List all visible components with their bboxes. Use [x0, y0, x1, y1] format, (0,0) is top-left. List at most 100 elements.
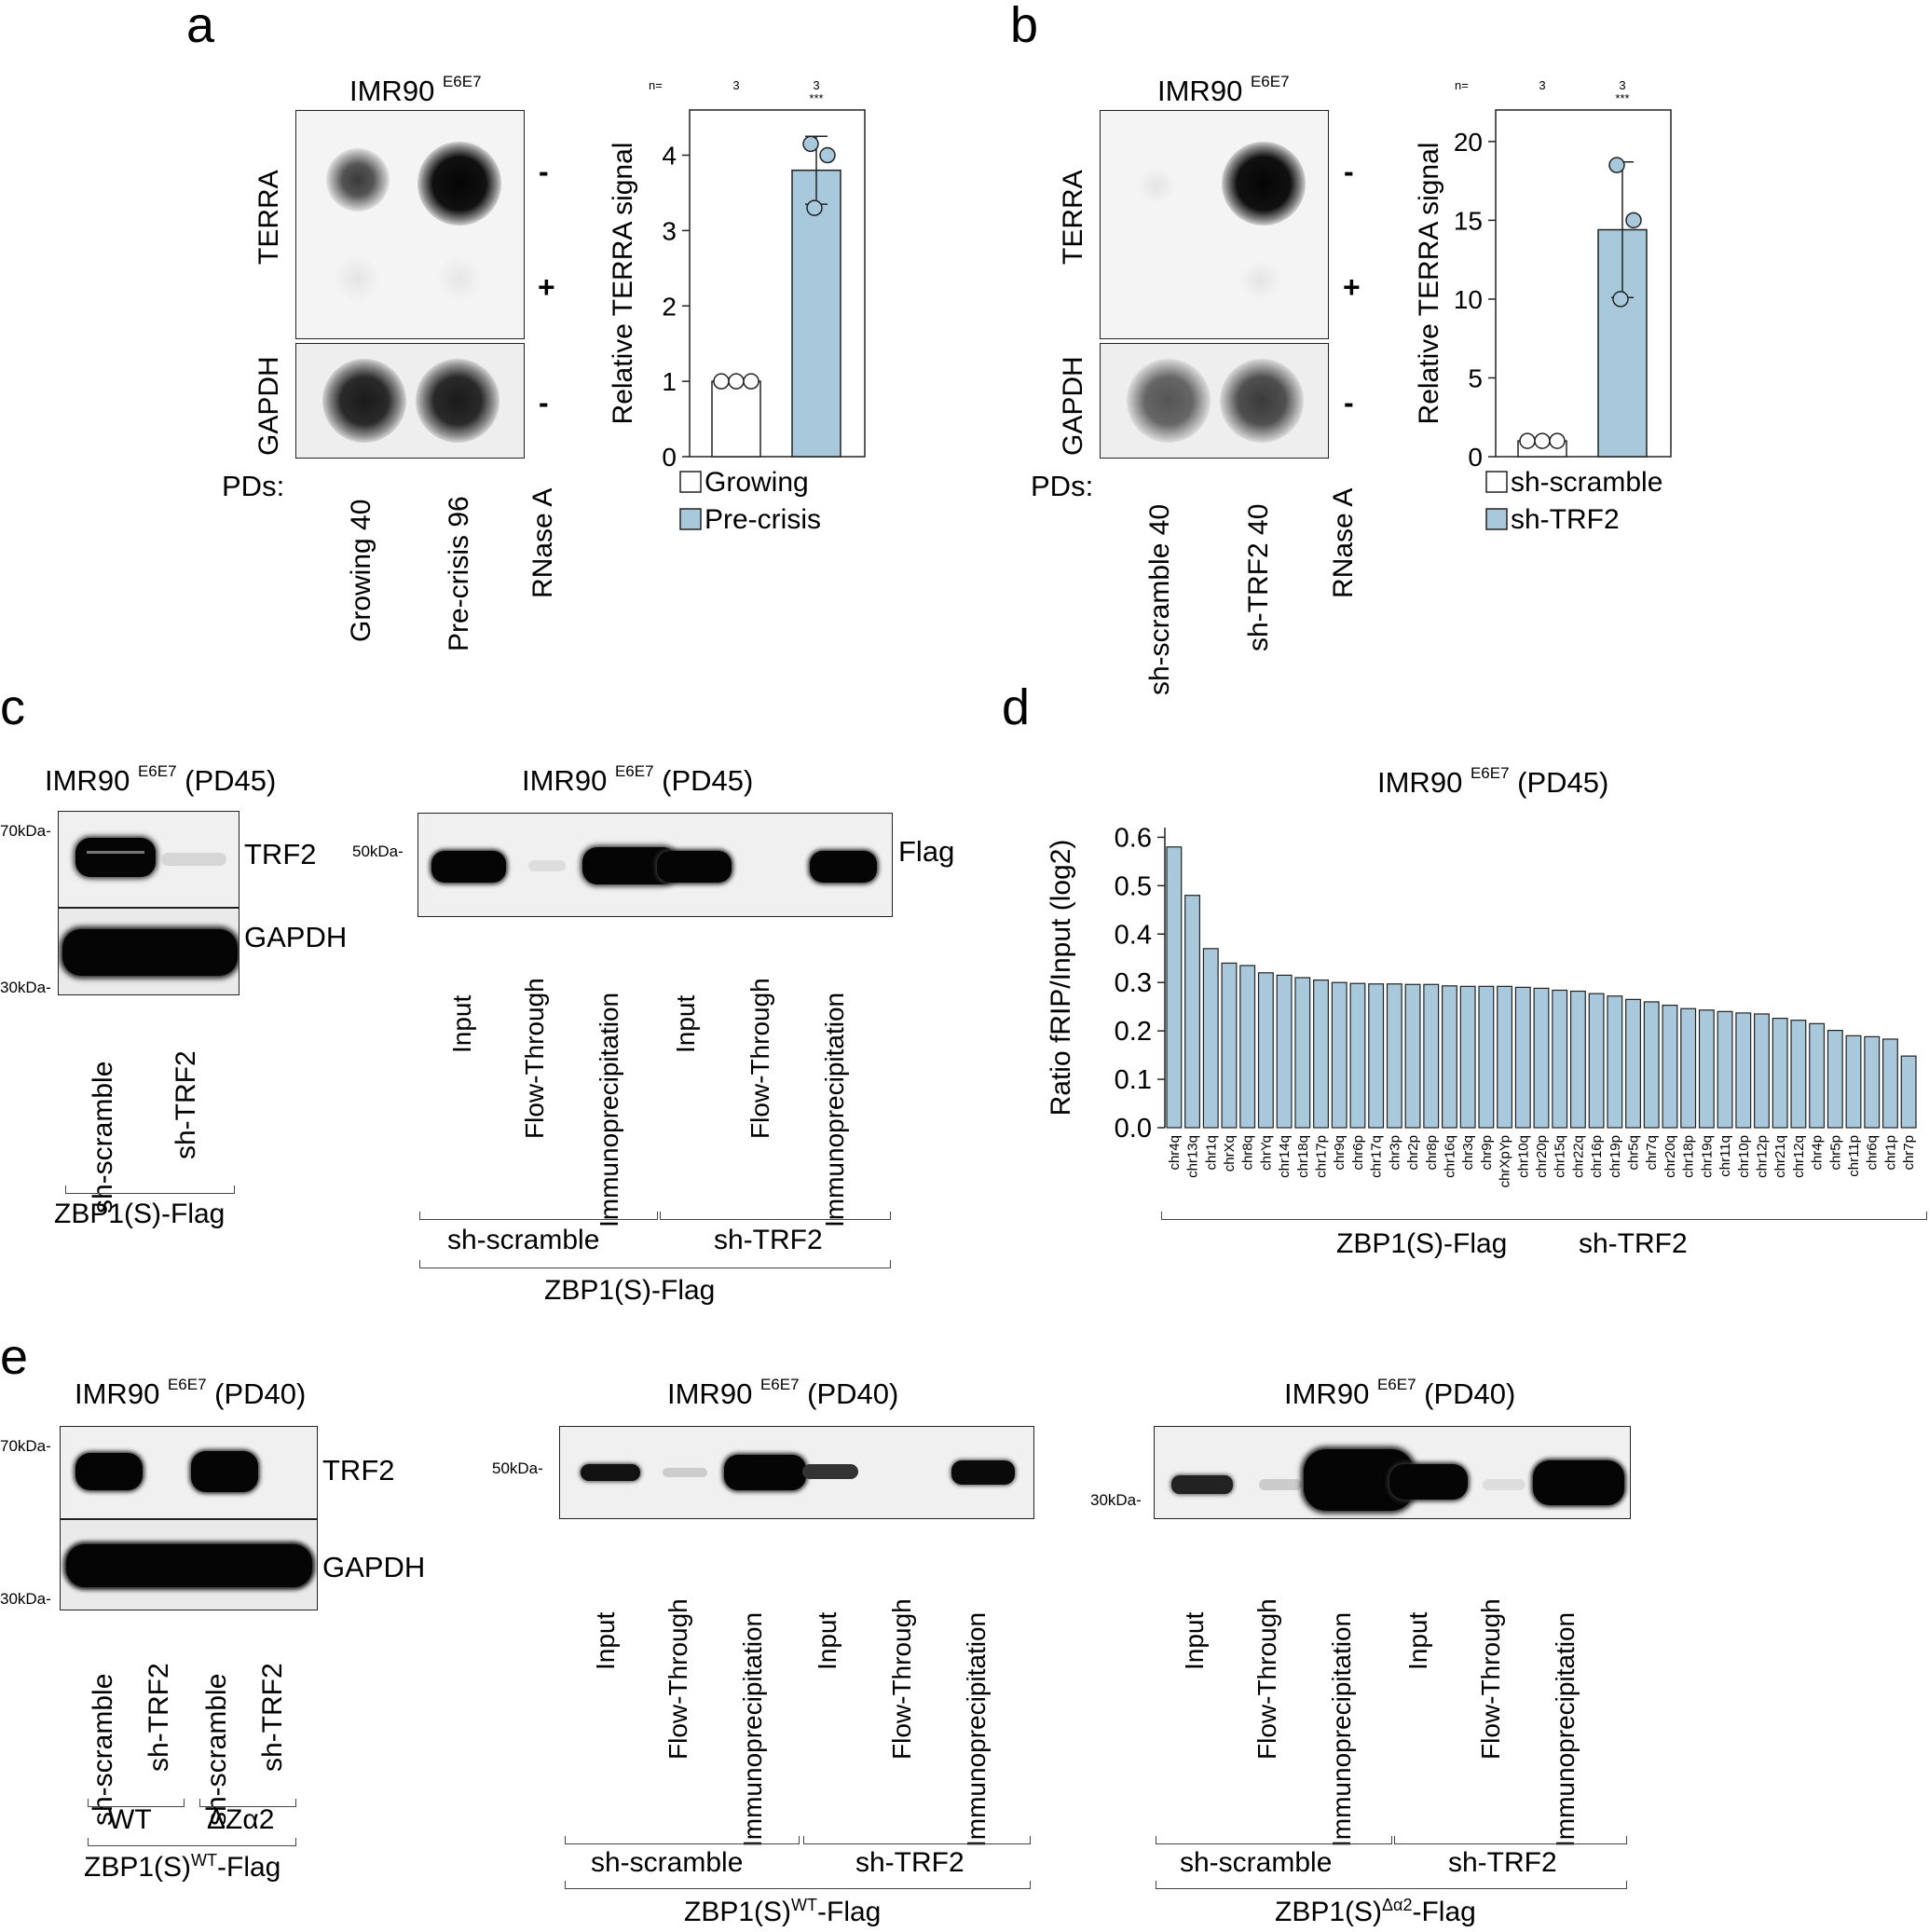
panel-e-left-lane-4: sh-TRF2 [257, 1663, 288, 1772]
chart-d-bar-chr8p [1423, 983, 1440, 1129]
chart-d-bar-chr3q [1459, 985, 1476, 1129]
chart-d-bar-chrXpYp [1497, 985, 1513, 1129]
chart-d-xlabel-chr12q: chr12q [1791, 1135, 1807, 1178]
chart-d-xlabel-chrXpYp: chrXpYp [1498, 1135, 1513, 1187]
panel-e-mid-lane-4: Input [813, 1611, 841, 1670]
chart-d-bar-chr12q [1790, 1020, 1807, 1129]
band-e-dz-scramble-trf2 [191, 1451, 258, 1492]
panel-e-mid-lane-1: Input [591, 1611, 620, 1670]
panel-e-right-marker: 30kDa- [1090, 1491, 1142, 1509]
panel-c-right-marker: 50kDa- [352, 843, 404, 860]
chart-d-xlabel-chr14q: chr14q [1277, 1135, 1293, 1178]
band-em-input-2 [802, 1464, 858, 1479]
chart-d-bar-chrXq [1221, 962, 1238, 1129]
chart-d-bar-chr20q [1662, 1005, 1678, 1129]
chart-d-bar-chr11q [1717, 1010, 1733, 1129]
chart-a-legend-label-1: Pre-crisis [705, 504, 821, 535]
dot-scramble-terra [1138, 167, 1175, 204]
chart-d-xlabel-chr20q: chr20q [1662, 1135, 1678, 1178]
panel-a-lane-1: Growing 40 [346, 499, 376, 642]
band-er-flow-2 [1483, 1479, 1525, 1490]
band-er-ip-2 [1533, 1460, 1624, 1505]
band-gapdh [62, 929, 238, 976]
panel-label-d: d [1002, 679, 1031, 735]
chart-d-bar-chr9q [1331, 981, 1348, 1129]
chart-b-ytick-label-3: 15 [1454, 206, 1483, 235]
chart-d-xlabel-chrYq: chrYq [1258, 1135, 1274, 1171]
chart-a-point-0-0 [713, 373, 730, 390]
chart-d-xlabel-chr16q: chr16q [1442, 1135, 1457, 1178]
panel-e-right-lane-5: Flow-Through [1476, 1598, 1505, 1760]
panel-e-left-marker-30: 30kDa- [0, 1590, 51, 1608]
chart-d-bar-chr5p [1826, 1030, 1843, 1129]
panel-e-right-bracket-2 [1394, 1836, 1627, 1844]
panel-c-lane-4: Input [671, 994, 700, 1053]
chart-d-bar-chr6q [1864, 1035, 1881, 1129]
chart-d-xlabel-chrXq: chrXq [1222, 1135, 1238, 1172]
chart-d-xlabel-chr19p: chr19p [1608, 1135, 1623, 1178]
panel-e-mid-blot [559, 1426, 1034, 1519]
chart-a-ytick-label-3: 3 [662, 216, 677, 245]
chart-d-bar-chr17q [1368, 983, 1385, 1129]
band-em-ip-2 [951, 1460, 1015, 1485]
chart-a-n-0: 3 [732, 78, 739, 92]
chart-b-point-0-1 [1534, 432, 1551, 449]
band-c-flow-1 [528, 860, 566, 871]
chart-d-bar-chr10p [1735, 1012, 1752, 1129]
chart-a-legend-swatch-1 [679, 508, 702, 530]
chart-a-sig-1: *** [809, 91, 823, 105]
chart-b-ytick-label-1: 5 [1468, 363, 1483, 392]
chart-d-xlabel-chr15q: chr15q [1553, 1135, 1568, 1178]
chart-d-xlabel-chr10q: chr10q [1515, 1135, 1531, 1178]
chart-b-point-0-2 [1549, 432, 1566, 449]
chart-d-xlabel-chr17p: chr17p [1314, 1135, 1330, 1178]
band-shtrf2-trf2 [161, 853, 226, 866]
panel-e-right-blot [1154, 1426, 1631, 1519]
chart-d-bar-chr13q [1184, 895, 1201, 1129]
chart-a-ytick-label-0: 0 [662, 443, 677, 472]
chart-b-point-1-1 [1625, 212, 1642, 229]
chart-d-bar-chr15q [1552, 989, 1568, 1129]
band-doublet-line [87, 851, 144, 854]
chart-a-point-0-1 [728, 373, 745, 390]
panel-b-lane-1: sh-scramble 40 [1144, 503, 1175, 695]
band-c-ip-2 [810, 851, 877, 883]
band-c-input-1 [431, 851, 506, 883]
chart-d-xlabel-chr3p: chr3p [1387, 1135, 1402, 1171]
panel-e-gapdh-blot [60, 1519, 318, 1610]
chart-d-bar-chr2p [1404, 983, 1421, 1129]
panel-c-left-marker-70: 70kDa- [0, 822, 51, 840]
band-em-input-1 [581, 1464, 640, 1481]
band-scramble-trf2 [75, 838, 156, 877]
chart-d-bar-chr18q [1294, 977, 1311, 1129]
panel-c-right-group-main: ZBP1(S)-Flag [544, 1275, 716, 1306]
panel-e-right-title: IMR90 E6E7 (PD40) [1284, 1375, 1516, 1410]
chart-a-ytick-label-1: 1 [662, 367, 677, 396]
chart-d-bar-chr10q [1514, 986, 1531, 1129]
panel-d-group-left: ZBP1(S)-Flag [1336, 1228, 1508, 1259]
panel-b-sign-2: + [1343, 270, 1361, 304]
panel-c-left-marker-30: 30kDa- [0, 979, 51, 996]
panel-label-c: c [0, 679, 25, 735]
panel-e-right-group-main: ZBP1(S)Δα2-Flag [1275, 1896, 1476, 1927]
chart-b-legend-swatch-1 [1485, 508, 1508, 530]
chart-d-ytick-label-1: 0.1 [1115, 1065, 1152, 1095]
chart-d-bar-chr18p [1680, 1007, 1697, 1129]
panel-e-mid-group-2: sh-TRF2 [855, 1847, 964, 1878]
chart-b-ytick-label-0: 0 [1468, 443, 1483, 472]
panel-a-pds-label: PDs: [222, 470, 285, 502]
chart-d-ytick-label-0: 0.0 [1115, 1114, 1152, 1144]
chart-d-xlabel-chr20p: chr20p [1534, 1135, 1550, 1178]
panel-a-row-gapdh: GAPDH [253, 356, 284, 456]
chart-d-xlabel-chr5q: chr5q [1626, 1135, 1642, 1171]
chart-d-bar-chr1p [1881, 1038, 1898, 1129]
band-c-input-2 [657, 851, 732, 883]
dot-shtrf2-gapdh [1220, 359, 1304, 443]
panel-e-mid-bracket-main [565, 1881, 1031, 1889]
panel-a-sign-2: + [538, 270, 555, 304]
chart-b-sig-1: *** [1615, 91, 1629, 105]
chart-d-bar-chr8q [1239, 965, 1256, 1129]
panel-e-mid-lane-3: Immunoprecipitation [738, 1611, 767, 1847]
panel-b-title: IMR90 E6E7 [1157, 72, 1290, 107]
